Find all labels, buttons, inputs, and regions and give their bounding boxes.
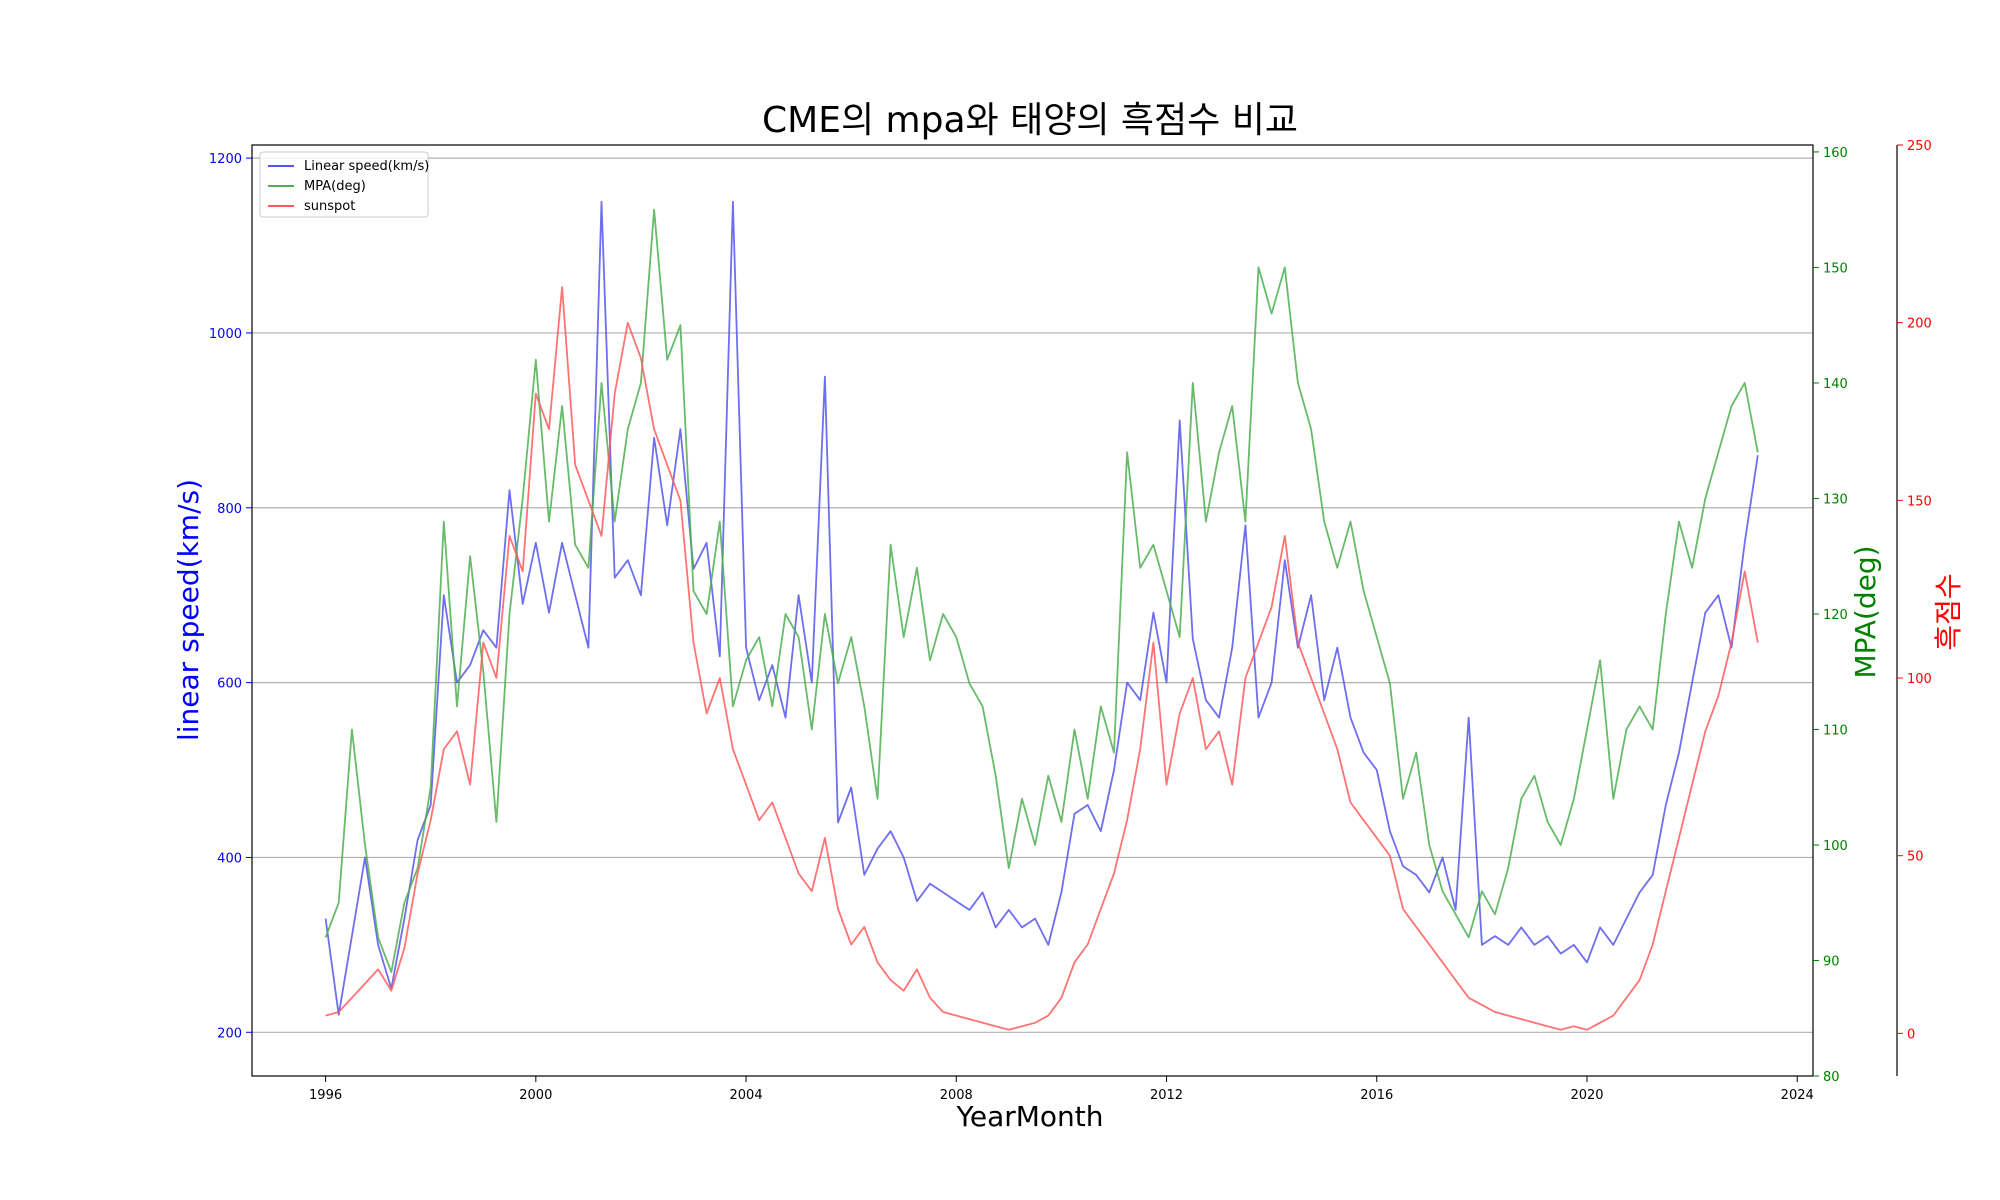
mpa-tick-label: 130 — [1823, 492, 1848, 507]
x-tick-label: 2000 — [519, 1088, 552, 1103]
x-tick-label: 2004 — [730, 1088, 763, 1103]
series-line-sunspot — [325, 286, 1759, 1031]
sunspot-tick-label: 250 — [1907, 139, 1932, 154]
legend: Linear speed(km/s) MPA(deg) sunspot — [259, 151, 429, 218]
x-axis-title: YearMonth — [955, 1100, 1103, 1133]
mpa-tick-label: 100 — [1823, 839, 1848, 854]
speed-tick-label: 600 — [217, 677, 242, 692]
legend-label: MPA(deg) — [304, 179, 366, 194]
legend-box — [259, 151, 429, 218]
mpa-tick-label: 110 — [1823, 723, 1848, 738]
mpa-tick-label: 120 — [1823, 608, 1848, 623]
legend-label: Linear speed(km/s) — [304, 159, 429, 174]
sunspot-axis-title: 흑점수 — [1932, 573, 1965, 650]
plot-frame — [251, 144, 1814, 1077]
speed-tick-label: 1000 — [209, 327, 242, 342]
mpa-tick-label: 80 — [1823, 1070, 1840, 1085]
speed-axis: 200 400 600 800 1000 1200 — [209, 152, 252, 1041]
speed-tick-label: 200 — [217, 1026, 242, 1041]
sunspot-tick-label: 200 — [1907, 317, 1932, 332]
chart-title: CME의 mpa와 태양의 흑점수 비교 — [762, 100, 1298, 141]
speed-tick-label: 1200 — [209, 152, 242, 167]
x-tick-label: 2012 — [1150, 1088, 1183, 1103]
mpa-tick-label: 90 — [1823, 954, 1840, 969]
x-tick-label: 2020 — [1570, 1088, 1603, 1103]
sunspot-tick-label: 0 — [1907, 1027, 1915, 1042]
mpa-axis: 80 90 100 110 120 130 140 150 160 — [1813, 146, 1848, 1085]
mpa-tick-label: 160 — [1823, 146, 1848, 161]
series-line-mpa — [324, 208, 1759, 973]
x-tick-label: 2008 — [940, 1088, 973, 1103]
x-tick-label: 2016 — [1360, 1088, 1393, 1103]
x-tick-label: 1996 — [309, 1088, 342, 1103]
plot-lines — [324, 200, 1759, 1031]
sunspot-axis: 0 50 100 150 200 250 — [1896, 139, 1932, 1076]
x-axis: 1996 2000 2004 2008 2012 2016 2020 2024 — [309, 1076, 1814, 1103]
mpa-tick-label: 140 — [1823, 377, 1848, 392]
mpa-axis-title: MPA(deg) — [1849, 545, 1882, 678]
legend-label: sunspot — [304, 199, 355, 214]
x-tick-label: 2024 — [1781, 1088, 1814, 1103]
sunspot-tick-label: 150 — [1907, 494, 1932, 509]
speed-tick-label: 800 — [217, 502, 242, 517]
sunspot-tick-label: 100 — [1907, 672, 1932, 687]
sunspot-tick-label: 50 — [1907, 850, 1924, 865]
mpa-tick-label: 150 — [1823, 261, 1848, 276]
speed-tick-label: 400 — [217, 851, 242, 866]
series-line-speed — [324, 200, 1759, 1016]
grid-lines — [252, 157, 1813, 1033]
speed-axis-title: linear speed(km/s) — [172, 479, 205, 741]
